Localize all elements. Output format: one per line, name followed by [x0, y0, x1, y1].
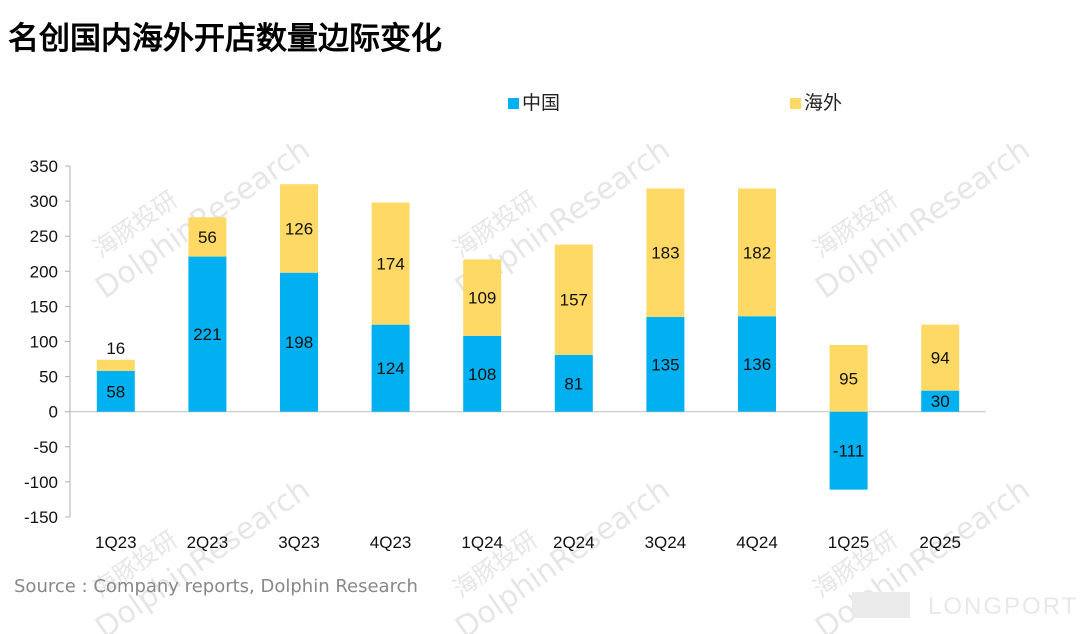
x-tick-label: 4Q23 — [370, 533, 412, 552]
chart-title: 名创国内海外开店数量边际变化 — [8, 21, 442, 57]
y-tick-label: -100 — [24, 473, 58, 492]
data-label-overseas-2Q24: 157 — [560, 291, 588, 310]
x-tick-label: 2Q24 — [553, 533, 595, 552]
x-tick-label: 3Q24 — [645, 533, 687, 552]
data-label-china-1Q25: -111 — [833, 442, 865, 461]
watermark-text: DolphinResearch — [449, 472, 676, 634]
data-label-china-3Q24: 135 — [651, 355, 679, 374]
data-label-china-4Q24: 136 — [743, 355, 771, 374]
data-label-overseas-1Q24: 109 — [468, 289, 496, 308]
y-tick-label: 100 — [30, 333, 58, 352]
x-tick-label: 1Q25 — [828, 533, 870, 552]
x-tick-label: 3Q23 — [278, 533, 320, 552]
watermark-text: DolphinResearch — [89, 472, 316, 634]
data-label-china-2Q24: 81 — [564, 374, 583, 393]
data-label-china-1Q23: 58 — [106, 382, 125, 401]
data-label-china-4Q23: 124 — [376, 359, 404, 378]
x-tick-label: 2Q23 — [187, 533, 229, 552]
data-label-china-1Q24: 108 — [468, 365, 496, 384]
bar-overseas-4Q23 — [371, 202, 410, 325]
x-tick-label: 2Q25 — [919, 533, 961, 552]
legend: 中国 海外 — [508, 92, 842, 114]
data-label-china-2Q25: 30 — [931, 392, 950, 411]
bar-china-1Q25 — [829, 411, 868, 490]
data-label-overseas-4Q24: 182 — [743, 243, 771, 262]
x-tick-label: 1Q24 — [461, 533, 503, 552]
bar-overseas-1Q23 — [96, 359, 135, 371]
data-label-overseas-4Q23: 174 — [376, 255, 404, 274]
data-label-overseas-2Q25: 94 — [931, 349, 950, 368]
x-tick-label: 4Q24 — [736, 533, 778, 552]
bar-overseas-3Q24 — [646, 188, 685, 317]
bar-china-2Q24 — [554, 354, 593, 412]
x-axis: 1Q23 2Q23 3Q23 4Q23 1Q24 2Q24 3Q24 4Q24 1Q25 2Q25 — [95, 533, 961, 552]
bar-overseas-2Q25 — [921, 324, 960, 391]
brand-logo — [852, 592, 910, 618]
bar-china-4Q23 — [371, 324, 410, 412]
y-tick-label: 200 — [30, 262, 58, 281]
legend-label-1: 海外 — [804, 92, 842, 114]
y-tick-label: 300 — [30, 192, 58, 211]
bars — [96, 184, 960, 490]
data-label-china-2Q23: 221 — [193, 325, 221, 344]
legend-swatch-0 — [508, 98, 519, 109]
y-tick-label: 350 — [30, 157, 58, 176]
bar-china-2Q23 — [188, 256, 227, 412]
bar-overseas-2Q23 — [188, 217, 227, 257]
data-label-overseas-2Q23: 56 — [198, 228, 217, 247]
y-tick-label: 50 — [39, 368, 58, 387]
bar-overseas-1Q24 — [463, 259, 502, 336]
bar-china-4Q24 — [738, 316, 776, 412]
bar-overseas-2Q24 — [554, 244, 593, 355]
bar-china-1Q24 — [463, 335, 502, 412]
source-note: Source : Company reports, Dolphin Resear… — [14, 576, 418, 597]
data-label-overseas-3Q24: 183 — [651, 244, 679, 263]
y-tick-label: -150 — [24, 508, 58, 527]
brand-text: LONGPORT — [928, 593, 1078, 620]
data-labels: 58 16 221 56 198 126 124 174 108 109 81 157 135 183 13… — [106, 219, 949, 460]
brand-watermark: LONGPORT — [852, 592, 1078, 620]
bar-overseas-3Q23 — [280, 184, 318, 273]
data-label-overseas-1Q25: 95 — [839, 369, 858, 388]
bar-china-2Q25 — [921, 390, 960, 412]
y-tick-label: 250 — [30, 227, 58, 246]
legend-label-0: 中国 — [522, 92, 560, 114]
bar-overseas-4Q24 — [738, 188, 776, 317]
x-tick-label: 1Q23 — [95, 533, 137, 552]
bar-overseas-1Q25 — [829, 345, 868, 412]
data-label-overseas-3Q23: 126 — [285, 219, 313, 238]
y-tick-label: 0 — [49, 403, 58, 422]
data-label-china-3Q23: 198 — [285, 333, 313, 352]
bar-china-3Q23 — [280, 272, 318, 412]
y-tick-label: 150 — [30, 297, 58, 316]
data-label-overseas-1Q23: 16 — [106, 339, 125, 358]
y-axis: -150 -100 -50 0 50 100 150 200 250 300 350 — [24, 157, 986, 527]
y-tick-label: -50 — [33, 438, 58, 457]
bar-china-1Q23 — [96, 370, 135, 412]
bar-china-3Q24 — [646, 316, 685, 412]
legend-swatch-1 — [790, 98, 801, 109]
